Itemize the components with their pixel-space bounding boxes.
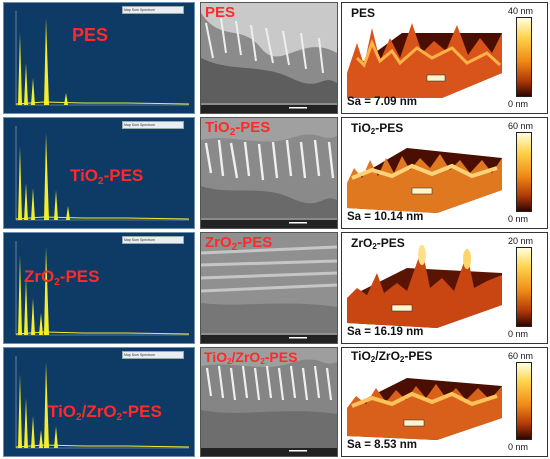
edx-table-title: Map Sum Spectrum — [124, 353, 155, 357]
sem-sample-label: TiO2/ZrO2-PES — [204, 349, 298, 366]
afm-roughness-value: Sa = 7.09 nm — [347, 96, 417, 108]
edx-element-table: Map Sum Spectrum — [122, 236, 184, 245]
edx-spectrum-panel: Map Sum Spectrum TiO2/ZrO2-PES — [3, 347, 195, 457]
afm-topography-image — [347, 148, 502, 213]
edx-spectrum-panel: Map Sum Spectrum PES — [3, 2, 195, 114]
afm-sample-label: PES — [351, 6, 376, 20]
afm-3d-panel: TiO2/ZrO2-PES Sa = 8.53 nm 60 nm 0 nm — [341, 347, 548, 457]
edx-table-title: Map Sum Spectrum — [124, 238, 155, 242]
edx-spectrum-panel: Map Sum Spectrum ZrO2-PES — [3, 232, 195, 344]
afm-scale-max: 40 nm — [508, 6, 534, 16]
edx-spectrum-plot — [15, 126, 190, 221]
afm-3d-panel: ZrO2-PES Sa = 16.19 nm 20 nm 0 nm — [341, 232, 548, 344]
sem-cross-section-image — [201, 118, 337, 228]
afm-roughness-value: Sa = 8.53 nm — [347, 439, 417, 451]
edx-sample-label: TiO2-PES — [70, 166, 144, 187]
afm-colorbar — [516, 362, 532, 440]
row-tio2-zro2-pes: Map Sum Spectrum TiO2/ZrO2-PES TiO2/ZrO2… — [0, 345, 550, 459]
afm-3d-panel: PES Sa = 7.09 nm 40 nm 0 nm — [341, 2, 548, 114]
edx-element-table: Map Sum Spectrum — [122, 351, 184, 360]
sem-image-panel: TiO2-PES — [200, 117, 338, 229]
edx-spectrum-plot — [15, 11, 190, 106]
row-tio2-pes: Map Sum Spectrum TiO2-PES TiO2-PES TiO2-… — [0, 115, 550, 230]
afm-roughness-value: Sa = 16.19 nm — [347, 326, 424, 338]
row-pes: Map Sum Spectrum PES PES PES Sa = 7.09 n… — [0, 0, 550, 115]
sem-image-panel: PES — [200, 2, 338, 114]
afm-scale-max: 20 nm — [508, 236, 534, 246]
afm-scale-min: 0 nm — [508, 329, 529, 339]
edx-sample-label: ZrO2-PES — [24, 267, 100, 288]
afm-roughness-value: Sa = 10.14 nm — [347, 211, 424, 223]
sem-cross-section-image — [201, 233, 337, 343]
afm-sample-label: ZrO2-PES — [351, 236, 405, 251]
afm-colorbar — [516, 247, 532, 327]
sem-image-panel: TiO2/ZrO2-PES — [200, 347, 338, 457]
row-zro2-pes: Map Sum Spectrum ZrO2-PES ZrO2-PES ZrO2-… — [0, 230, 550, 345]
edx-element-table: Map Sum Spectrum — [122, 121, 184, 130]
afm-scale-min: 0 nm — [508, 214, 529, 224]
afm-sample-label: TiO2/ZrO2-PES — [351, 349, 433, 364]
edx-table-title: Map Sum Spectrum — [124, 123, 155, 127]
sem-sample-label: ZrO2-PES — [205, 234, 273, 253]
afm-scale-min: 0 nm — [508, 442, 529, 452]
sem-cross-section-image — [201, 3, 337, 113]
afm-scale-max: 60 nm — [508, 121, 534, 131]
edx-spectrum-plot — [15, 241, 190, 336]
sem-sample-label: PES — [205, 4, 236, 21]
afm-topography-image — [347, 378, 502, 440]
edx-table-title: Map Sum Spectrum — [124, 8, 155, 12]
sem-image-panel: ZrO2-PES — [200, 232, 338, 344]
afm-topography-image — [347, 245, 502, 328]
afm-scale-min: 0 nm — [508, 99, 529, 109]
edx-element-table: Map Sum Spectrum — [122, 6, 184, 15]
edx-spectrum-plot — [15, 356, 190, 449]
afm-sample-label: TiO2-PES — [351, 121, 404, 136]
edx-sample-label: TiO2/ZrO2-PES — [48, 402, 162, 423]
edx-sample-label: PES — [72, 25, 109, 45]
afm-3d-panel: TiO2-PES Sa = 10.14 nm 60 nm 0 nm — [341, 117, 548, 229]
afm-colorbar — [516, 132, 532, 212]
afm-topography-image — [347, 23, 502, 98]
afm-colorbar — [516, 17, 532, 97]
edx-spectrum-panel: Map Sum Spectrum TiO2-PES — [3, 117, 195, 229]
sem-cross-section-image — [201, 348, 337, 456]
sem-sample-label: TiO2-PES — [205, 119, 271, 138]
afm-scale-max: 60 nm — [508, 351, 534, 361]
